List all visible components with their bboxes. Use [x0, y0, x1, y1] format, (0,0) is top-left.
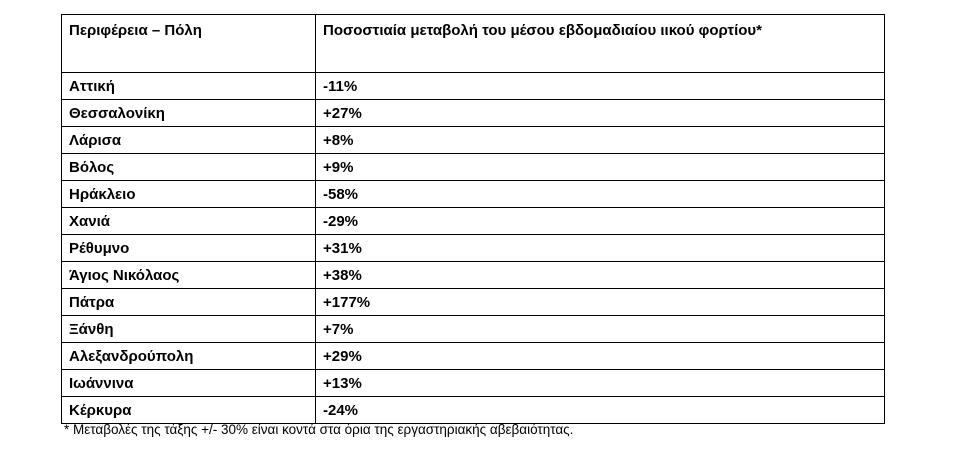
change-cell: +177% — [315, 288, 885, 316]
header-cell: Περιφέρεια – Πόλη — [61, 14, 316, 73]
table-row: Άγιος Νικόλαος +38% — [61, 261, 885, 289]
table-row: Ιωάννινα +13% — [61, 369, 885, 397]
city-cell: Ηράκλειο — [61, 180, 316, 208]
change-cell: +7% — [315, 315, 885, 343]
table-row: Αττική -11% — [61, 72, 885, 100]
city-cell: Πάτρα — [61, 288, 316, 316]
header-cell: Ποσοστιαία μεταβολή του μέσου εβδομαδιαί… — [315, 14, 885, 73]
change-cell: +27% — [315, 99, 885, 127]
table-row: Κέρκυρα -24% — [61, 396, 885, 424]
table-row: Χανιά -29% — [61, 207, 885, 235]
city-cell: Αττική — [61, 72, 316, 100]
data-table: Περιφέρεια – Πόλη Ποσοστιαία μεταβολή το… — [61, 14, 885, 424]
city-cell: Αλεξανδρούπολη — [61, 342, 316, 370]
city-cell: Ξάνθη — [61, 315, 316, 343]
city-cell: Λάρισα — [61, 126, 316, 154]
city-cell: Άγιος Νικόλαος — [61, 261, 316, 289]
table-row: Θεσσαλονίκη +27% — [61, 99, 885, 127]
change-cell: +8% — [315, 126, 885, 154]
table-row: Ηράκλειο -58% — [61, 180, 885, 208]
change-cell: -11% — [315, 72, 885, 100]
city-cell: Κέρκυρα — [61, 396, 316, 424]
table-row: Βόλος +9% — [61, 153, 885, 181]
city-cell: Ιωάννινα — [61, 369, 316, 397]
city-cell: Ρέθυμνο — [61, 234, 316, 262]
change-cell: -29% — [315, 207, 885, 235]
table-row: Ρέθυμνο +31% — [61, 234, 885, 262]
city-cell: Θεσσαλονίκη — [61, 99, 316, 127]
change-cell: -58% — [315, 180, 885, 208]
change-cell: +29% — [315, 342, 885, 370]
change-cell: -24% — [315, 396, 885, 424]
change-cell: +38% — [315, 261, 885, 289]
change-cell: +13% — [315, 369, 885, 397]
city-cell: Βόλος — [61, 153, 316, 181]
change-cell: +9% — [315, 153, 885, 181]
table-row: Αλεξανδρούπολη +29% — [61, 342, 885, 370]
footnote: * Μεταβολές της τάξης +/- 30% είναι κοντ… — [64, 422, 574, 437]
city-cell: Χανιά — [61, 207, 316, 235]
table-row: Λάρισα +8% — [61, 126, 885, 154]
header-row: Περιφέρεια – Πόλη Ποσοστιαία μεταβολή το… — [61, 14, 885, 73]
table-row: Ξάνθη +7% — [61, 315, 885, 343]
table-row: Πάτρα +177% — [61, 288, 885, 316]
change-cell: +31% — [315, 234, 885, 262]
